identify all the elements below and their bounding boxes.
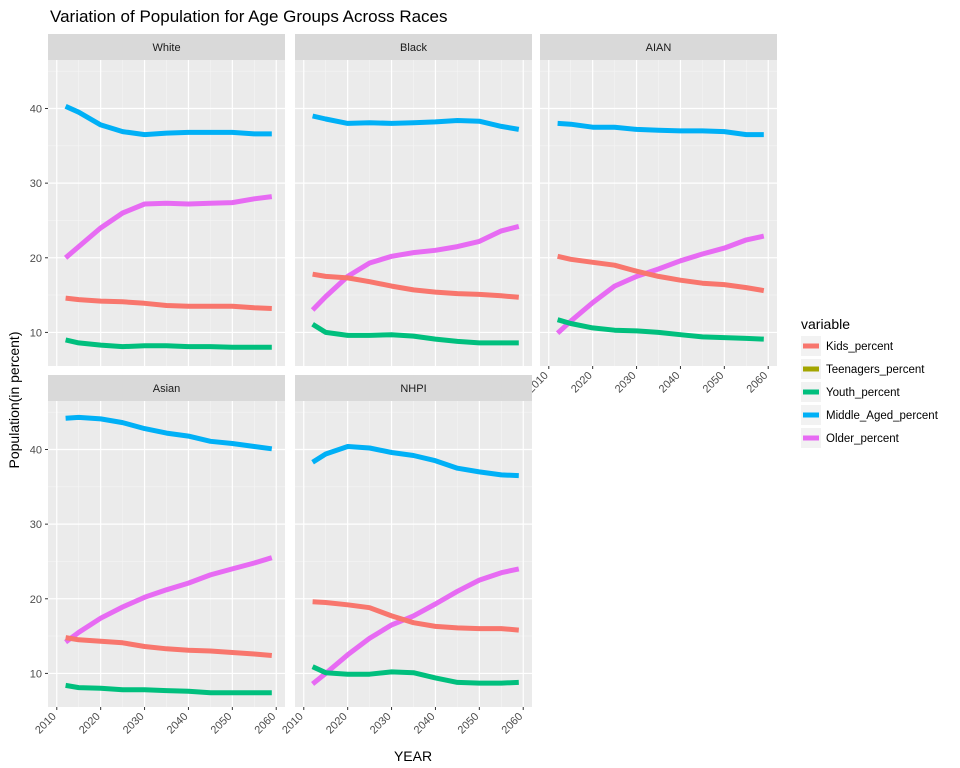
legend-title: variable (801, 316, 850, 332)
legend-items: Kids_percent Teenagers_percent Youth_perce… (801, 336, 939, 448)
x-tick-label: 2050 (701, 370, 727, 396)
legend-item-youth-percent: Youth_percent (801, 382, 901, 402)
x-tick-label: 2050 (456, 711, 482, 737)
x-tick-label: 2060 (253, 711, 279, 737)
series-line-youth-percent (311, 322, 519, 346)
x-tick-label: 2040 (657, 370, 683, 396)
y-tick-label: 10 (30, 327, 42, 339)
y-tick-label: 40 (30, 104, 42, 116)
legend-label: Teenagers_percent (826, 364, 925, 376)
x-tick-label: 2050 (209, 711, 235, 737)
facet-strip-label: NHPI (400, 383, 426, 395)
facet-strip-label: White (152, 42, 180, 54)
y-axis-title: Population(in percent) (6, 332, 22, 469)
x-tick-label: 2030 (368, 711, 394, 737)
series-line-kids-percent (557, 253, 765, 294)
series-line-kids-percent (65, 295, 272, 311)
series-line-middle-aged-percent (311, 444, 519, 479)
x-tick-label: 2060 (745, 370, 771, 396)
facet-panel-white: White 10 20 30 40 (30, 34, 285, 366)
x-tick-label: 2020 (324, 711, 350, 737)
y-tick-label: 40 (30, 445, 42, 457)
facet-strip (48, 375, 285, 401)
legend-item-older-percent: Older_percent (801, 428, 900, 448)
y-tick-label: 30 (30, 519, 42, 531)
y-tick-label: 20 (30, 594, 42, 606)
x-axis-title: YEAR (394, 748, 432, 764)
facet-strip-label: Asian (153, 383, 181, 395)
series-line-youth-percent (65, 337, 272, 350)
series-line-middle-aged-percent (557, 120, 764, 138)
facet-strip (48, 34, 285, 60)
x-tick-label: 2020 (77, 711, 103, 737)
facet-strip (295, 34, 532, 60)
legend-label: Middle_Aged_percent (826, 410, 939, 422)
chart-title: Variation of Population for Age Groups A… (50, 7, 448, 26)
x-tick-label: 2010 (280, 711, 306, 737)
series-line-kids-percent (312, 599, 520, 633)
legend-label: Kids_percent (826, 341, 894, 353)
y-tick-label: 20 (30, 253, 42, 265)
legend-label: Youth_percent (826, 387, 901, 399)
x-tick-label: 2030 (613, 370, 639, 396)
series-line-older-percent (311, 566, 520, 686)
series-line-middle-aged-percent (64, 104, 272, 138)
x-tick-label: 2040 (412, 711, 438, 737)
x-tick-label: 2060 (500, 711, 526, 737)
legend: variable Kids_percent Teenagers_percent Yo… (801, 316, 939, 448)
y-tick-label: 10 (30, 668, 42, 680)
x-tick-label: 2020 (569, 370, 595, 396)
facet-strip (295, 375, 532, 401)
series-line-older-percent (310, 223, 520, 312)
series-line-kids-percent (312, 271, 520, 300)
facet-panel-black: Black (295, 34, 532, 366)
series-line-youth-percent (311, 664, 519, 686)
series-line-older-percent (64, 555, 273, 645)
series-line-older-percent (63, 194, 273, 260)
x-tick-label: 2040 (165, 711, 191, 737)
legend-label: Older_percent (826, 433, 900, 445)
series-line-middle-aged-percent (65, 414, 273, 452)
facet-strip-label: Black (400, 42, 427, 54)
legend-item-middle-aged-percent: Middle_Aged_percent (801, 405, 939, 425)
series-line-middle-aged-percent (312, 113, 520, 132)
facet-strip (540, 34, 777, 60)
facet-strip-label: AIAN (646, 42, 672, 54)
facet-panel-nhpi: NHPI 2010 2020 2030 2040 2050 2060 (280, 375, 532, 736)
series-line-older-percent (555, 233, 765, 336)
series-line-kids-percent (65, 635, 273, 658)
series-line-youth-percent (65, 682, 272, 696)
x-tick-label: 2010 (33, 711, 59, 737)
y-tick-label: 30 (30, 178, 42, 190)
series-line-youth-percent (556, 317, 764, 342)
legend-item-teenagers-percent: Teenagers_percent (801, 359, 925, 379)
legend-item-kids-percent: Kids_percent (801, 336, 894, 356)
x-tick-label: 2030 (121, 711, 147, 737)
